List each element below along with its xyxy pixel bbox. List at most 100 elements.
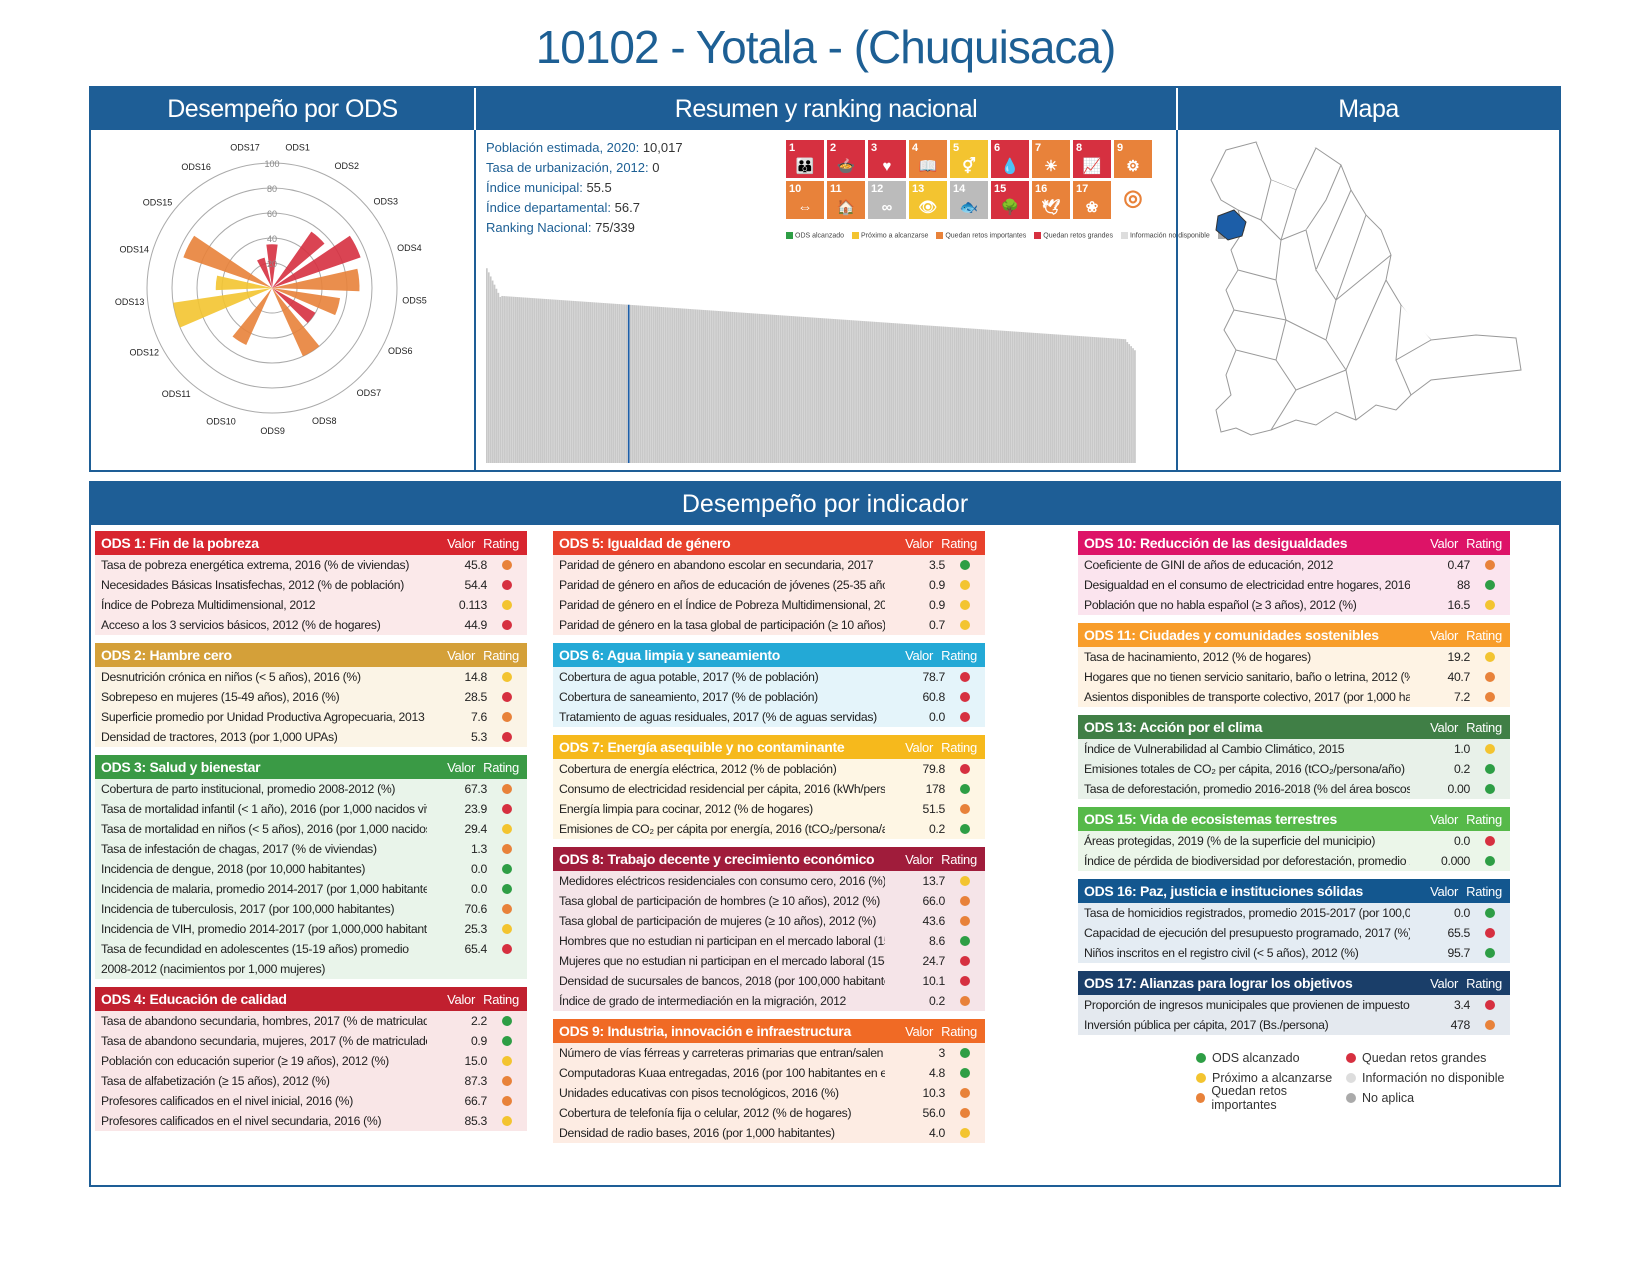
ranking-bar: [737, 312, 739, 463]
indicator-row: Tasa global de participación de mujeres …: [553, 911, 985, 931]
radar-tick-label: 60: [267, 209, 277, 219]
radar-axis-label: ODS15: [143, 197, 173, 207]
radar-axis-label: ODS17: [230, 143, 260, 153]
indicator-label: Tasa de deforestación, promedio 2016-201…: [1084, 782, 1410, 796]
rating-dot: [960, 1128, 970, 1138]
ranking-bar: [741, 312, 743, 463]
ranking-bar: [760, 313, 762, 463]
indicator-rating: [487, 799, 527, 814]
ranking-bar: [890, 322, 893, 463]
ranking-bar: [771, 314, 774, 463]
indicator-row: Profesores calificados en el nivel secun…: [95, 1111, 527, 1131]
sdg-icon: ◎: [1123, 185, 1143, 210]
radar-wedge-ods4: [272, 235, 361, 288]
indicator-row: Computadoras Kuaa entregadas, 2016 (por …: [553, 1063, 985, 1083]
ranking-bar: [792, 316, 795, 463]
ranking-bar: [664, 307, 667, 463]
indicator-value: 85.3: [464, 1114, 487, 1128]
radar-wedge-ods1: [266, 244, 278, 288]
ranking-bar: [696, 309, 699, 463]
indicator-label: Profesores calificados en el nivel secun…: [101, 1114, 382, 1128]
indicator-rating: [945, 1103, 985, 1118]
radar-axis-label: ODS13: [115, 297, 145, 307]
ranking-bar: [671, 307, 674, 463]
indicator-rating: [487, 919, 527, 934]
ranking-bar: [505, 296, 507, 463]
indicator-label: Tasa de alfabetización (≥ 15 años), 2012…: [101, 1074, 330, 1088]
ranking-bar: [1126, 342, 1129, 463]
ranking-bar: [656, 306, 659, 463]
legend-dot: [1346, 1093, 1356, 1103]
ranking-bar: [539, 298, 542, 463]
indicator-column-2: ODS 5: Igualdad de género Valor Rating Pari…: [553, 531, 985, 1151]
indicator-rating: [487, 595, 527, 610]
indicator-rating: [945, 971, 985, 986]
rating-dot: [1485, 928, 1495, 938]
ranking-bar: [1089, 336, 1092, 463]
radar-axis-label: ODS5: [402, 296, 427, 306]
section-title: ODS 17: Alianzas para lograr los objetiv…: [1084, 975, 1353, 991]
legend-swatch: [936, 232, 944, 239]
indicator-section: ODS 1: Fin de la pobreza Valor Rating Tasa …: [95, 531, 527, 635]
ranking-bar: [658, 306, 661, 463]
ranking-bar: [758, 313, 760, 463]
sdg-tile-8: 8 📈: [1073, 140, 1111, 178]
indicator-rating: [487, 899, 527, 914]
ranking-bar: [698, 309, 701, 463]
indicator-label: Emisiones de CO₂ per cápita por energía,…: [559, 822, 885, 836]
indicator-section: ODS 16: Paz, justicia e instituciones só…: [1078, 879, 1510, 963]
rating-dot: [1485, 1020, 1495, 1030]
ranking-bar: [808, 317, 810, 463]
legend-item: ODS alcanzado: [1196, 1048, 1346, 1068]
indicator-value: 0.113: [458, 598, 487, 612]
valor-header: Valor: [1430, 535, 1458, 551]
ranking-bar: [854, 320, 856, 463]
ranking-bar: [1088, 336, 1090, 463]
ranking-bar: [1047, 333, 1050, 463]
sdg-tile-number: 3: [871, 142, 878, 154]
ranking-bar: [819, 318, 822, 463]
ranking-bar: [1076, 335, 1079, 463]
radar-tick-label: 100: [264, 159, 279, 169]
indicator-value: 0.9: [928, 578, 945, 592]
ranking-bar: [959, 327, 962, 463]
sdg-legend-item: Quedan retos grandes: [1034, 232, 1113, 239]
ranking-bar: [779, 315, 782, 463]
indicator-value: 0.2: [928, 822, 945, 836]
rating-dot: [1485, 784, 1495, 794]
ranking-bar: [955, 327, 958, 463]
ranking-bar: [992, 330, 994, 463]
indicator-value: 23.9: [464, 802, 487, 816]
section-header: ODS 7: Energía asequible y no contaminan…: [553, 735, 985, 759]
indicator-rating: [945, 555, 985, 570]
ranking-bar: [700, 309, 703, 463]
ranking-bar: [965, 328, 968, 463]
radar-svg: 20 40 60 80 100 ODS1 ODS2 ODS3 ODS4 ODS5 ODS6 ODS7 O…: [115, 142, 427, 436]
sdg-icon: 📈: [1082, 158, 1102, 175]
ranking-bar: [896, 323, 899, 463]
radar-axis-label: ODS7: [357, 388, 382, 398]
valor-header: Valor: [447, 535, 475, 551]
indicator-row: Tasa de infestación de chagas, 2017 (% d…: [95, 839, 527, 859]
ranking-bar: [595, 302, 598, 463]
indicator-rating: [487, 879, 527, 894]
indicator-value: 10.1: [922, 974, 945, 988]
indicator-header: Desempeño por indicador: [91, 483, 1559, 525]
indicator-row: Emisiones de CO₂ per cápita por energía,…: [553, 819, 985, 839]
indicator-label: Población que no habla español (≥ 3 años…: [1084, 598, 1357, 612]
ranking-bar: [1107, 338, 1109, 463]
ranking-bar: [487, 272, 490, 463]
ranking-bar: [932, 325, 935, 463]
ranking-bar: [1017, 331, 1019, 463]
ranking-bar: [936, 326, 939, 463]
radar-axis-label: ODS12: [130, 347, 160, 357]
legend-item: Quedan retos grandes: [1346, 1048, 1506, 1068]
indicator-label: Paridad de género en la tasa global de p…: [559, 618, 885, 632]
rating-dot: [960, 936, 970, 946]
ranking-bar: [1072, 335, 1075, 463]
ranking-bar: [1101, 337, 1104, 463]
sdg-tile-number: 8: [1076, 142, 1083, 154]
indicator-rating: [1470, 575, 1510, 590]
sdg-icon: 👁: [918, 199, 938, 216]
rating-dot: [502, 944, 512, 954]
